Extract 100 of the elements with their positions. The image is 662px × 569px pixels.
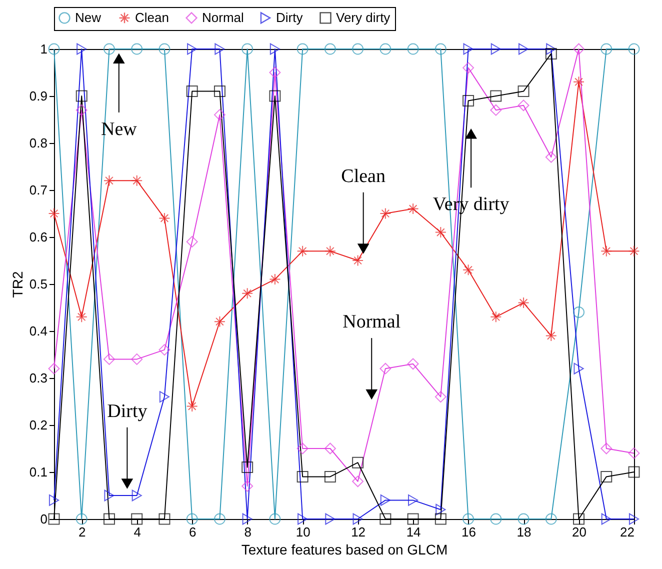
x-tick-label: 4 bbox=[134, 524, 141, 540]
point bbox=[380, 362, 392, 374]
point bbox=[407, 43, 419, 55]
point bbox=[628, 447, 640, 459]
point bbox=[296, 245, 308, 257]
point bbox=[352, 456, 364, 468]
point bbox=[298, 513, 308, 525]
point bbox=[518, 100, 530, 112]
point bbox=[296, 442, 308, 454]
y-tick-label: 0 bbox=[40, 512, 48, 526]
point bbox=[573, 43, 585, 55]
point bbox=[158, 43, 170, 55]
y-tick-label: 0.8 bbox=[29, 136, 48, 150]
point bbox=[352, 43, 364, 55]
point bbox=[628, 245, 640, 257]
point bbox=[214, 316, 226, 328]
point bbox=[518, 43, 529, 55]
point bbox=[573, 513, 585, 525]
point bbox=[600, 43, 612, 55]
point bbox=[518, 297, 530, 309]
point bbox=[214, 86, 226, 98]
point bbox=[131, 43, 143, 55]
point bbox=[545, 151, 557, 163]
y-axis-title: TR2 bbox=[9, 271, 26, 298]
point bbox=[434, 391, 446, 403]
annotation: Clean bbox=[341, 166, 386, 187]
point bbox=[186, 236, 198, 248]
y-tick-label: 0.9 bbox=[29, 88, 48, 104]
point bbox=[296, 470, 308, 482]
point bbox=[462, 94, 474, 106]
point bbox=[269, 274, 281, 286]
point bbox=[242, 288, 254, 300]
point bbox=[352, 513, 363, 525]
point bbox=[131, 174, 143, 186]
point bbox=[76, 311, 88, 323]
x-tick-label: 14 bbox=[406, 524, 421, 540]
annotation: Normal bbox=[342, 312, 401, 333]
point bbox=[214, 43, 225, 55]
point bbox=[76, 104, 88, 116]
point bbox=[434, 513, 446, 525]
point bbox=[518, 513, 530, 525]
point bbox=[490, 104, 502, 116]
point bbox=[574, 362, 584, 374]
point bbox=[463, 43, 474, 55]
x-axis-title: Texture features based on GLCM bbox=[241, 542, 448, 558]
point bbox=[545, 48, 557, 60]
point bbox=[159, 391, 170, 403]
point bbox=[158, 513, 170, 525]
point bbox=[518, 86, 530, 98]
point bbox=[408, 494, 418, 506]
point bbox=[490, 43, 501, 55]
y-tick-label: 0.7 bbox=[29, 182, 48, 198]
point bbox=[628, 43, 640, 55]
point bbox=[131, 513, 143, 525]
point bbox=[324, 470, 336, 482]
point bbox=[600, 442, 612, 454]
point bbox=[407, 358, 419, 370]
point bbox=[573, 306, 585, 318]
point bbox=[242, 513, 252, 525]
point bbox=[48, 362, 60, 374]
point bbox=[462, 513, 474, 525]
point bbox=[48, 43, 60, 55]
y-tick-label: 0.4 bbox=[29, 324, 48, 338]
point bbox=[269, 90, 281, 102]
point bbox=[490, 311, 502, 323]
point bbox=[76, 513, 88, 525]
x-tick-label: 6 bbox=[188, 524, 196, 540]
x-tick-label: 22 bbox=[620, 524, 634, 540]
point bbox=[269, 66, 281, 78]
legend-label: Clean bbox=[135, 10, 169, 25]
point bbox=[214, 513, 226, 525]
x-tick-label: 8 bbox=[244, 524, 252, 540]
point bbox=[242, 462, 254, 474]
point bbox=[407, 203, 419, 215]
legend-label: Very dirty bbox=[336, 10, 391, 25]
point bbox=[407, 513, 419, 525]
point bbox=[103, 174, 115, 186]
y-tick-label: 0.5 bbox=[29, 276, 48, 292]
point bbox=[434, 226, 446, 238]
legend-label: Dirty bbox=[276, 10, 304, 25]
point bbox=[324, 442, 336, 454]
point bbox=[352, 254, 364, 266]
point bbox=[296, 43, 308, 55]
point bbox=[600, 245, 612, 257]
point bbox=[324, 245, 336, 257]
point bbox=[545, 330, 557, 342]
x-tick-label: 10 bbox=[296, 524, 310, 540]
point bbox=[103, 513, 115, 525]
point bbox=[601, 513, 612, 525]
point bbox=[324, 43, 336, 55]
point bbox=[380, 208, 392, 220]
point bbox=[103, 353, 115, 365]
point bbox=[186, 86, 198, 98]
point bbox=[573, 76, 585, 88]
point bbox=[186, 513, 198, 525]
point bbox=[545, 513, 557, 525]
x-tick-label: 16 bbox=[462, 524, 476, 540]
point bbox=[380, 43, 392, 55]
point bbox=[462, 264, 474, 276]
point bbox=[269, 513, 281, 525]
